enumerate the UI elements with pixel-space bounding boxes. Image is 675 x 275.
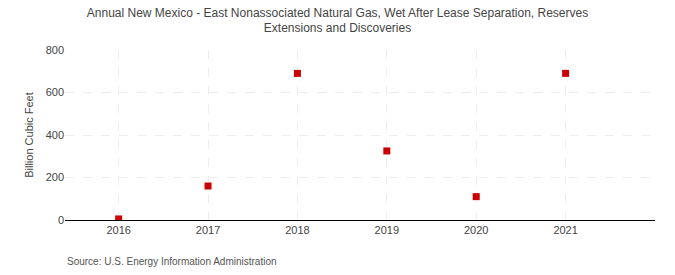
svg-text:800: 800 bbox=[46, 44, 64, 56]
svg-text:2016: 2016 bbox=[106, 224, 130, 236]
svg-text:2018: 2018 bbox=[285, 224, 309, 236]
svg-text:Annual New Mexico - East Nonas: Annual New Mexico - East Nonassociated N… bbox=[87, 6, 588, 36]
svg-text:2021: 2021 bbox=[553, 224, 577, 236]
svg-text:0: 0 bbox=[58, 214, 64, 226]
svg-text:2017: 2017 bbox=[196, 224, 220, 236]
svg-text:200: 200 bbox=[46, 171, 64, 183]
svg-text:2020: 2020 bbox=[464, 224, 488, 236]
svg-text:400: 400 bbox=[46, 129, 64, 141]
svg-text:2019: 2019 bbox=[375, 224, 399, 236]
svg-text:600: 600 bbox=[46, 86, 64, 98]
svg-text:Billion Cubic Feet: Billion Cubic Feet bbox=[23, 92, 35, 178]
svg-text:Source: U.S. Energy Informatio: Source: U.S. Energy Information Administ… bbox=[67, 256, 277, 267]
